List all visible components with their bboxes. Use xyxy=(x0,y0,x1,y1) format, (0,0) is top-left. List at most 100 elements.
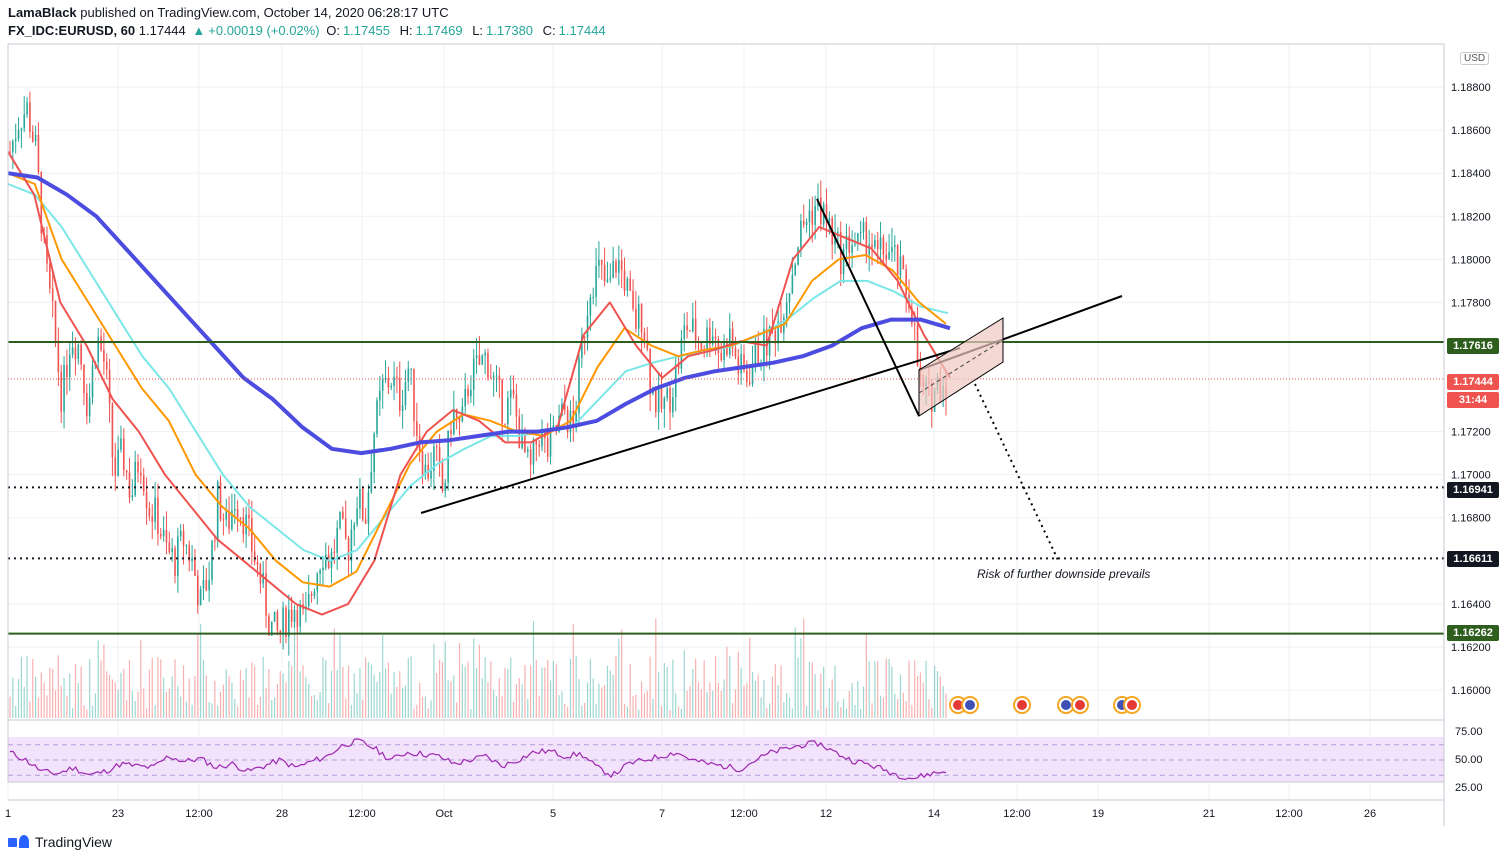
volume-bar xyxy=(32,659,34,718)
volume-bar xyxy=(336,670,338,718)
candle-body xyxy=(88,397,91,417)
volume-bar xyxy=(734,689,737,718)
x-tick-label: 5 xyxy=(550,808,556,820)
volume-bar xyxy=(800,638,802,718)
volume-bar xyxy=(680,708,683,718)
volume-bar xyxy=(282,673,284,718)
last-price-tag: 1.17444 xyxy=(1447,374,1499,390)
volume-bar xyxy=(137,691,139,718)
y-tick-label: 1.16200 xyxy=(1451,642,1491,654)
volume-bar xyxy=(934,665,936,718)
volume-bar xyxy=(194,675,196,718)
candle-body xyxy=(768,326,771,356)
event-flag-icon[interactable] xyxy=(961,696,979,714)
currency-badge[interactable]: USD xyxy=(1460,52,1490,65)
volume-bar xyxy=(805,706,808,718)
symbol-label[interactable]: FX_IDC:EURUSD, 60 xyxy=(8,23,136,38)
volume-bar xyxy=(35,676,37,718)
candle-body xyxy=(268,615,270,636)
candle-body xyxy=(839,231,842,275)
tradingview-logo-icon[interactable] xyxy=(8,835,30,849)
volume-bar xyxy=(219,691,222,718)
volume-bar xyxy=(501,696,503,718)
volume-bar xyxy=(236,706,239,718)
candle-body xyxy=(293,610,296,622)
candle-body xyxy=(108,369,111,404)
x-tick-label: 7 xyxy=(659,808,665,820)
open-value: 1.17455 xyxy=(342,23,390,38)
volume-bar xyxy=(712,690,714,718)
candle-body xyxy=(541,431,543,447)
volume-bar xyxy=(328,703,330,718)
volume-bar xyxy=(390,693,392,718)
candle-body xyxy=(526,449,529,453)
event-flag-icon[interactable] xyxy=(1057,696,1075,714)
candle-body xyxy=(552,425,555,429)
volume-bar xyxy=(663,662,665,718)
event-flag-icon[interactable] xyxy=(1071,696,1089,714)
volume-bar xyxy=(601,687,603,718)
volume-bar xyxy=(860,708,862,718)
level-tag-3: 1.16611 xyxy=(1447,551,1499,567)
candle-body xyxy=(231,510,233,530)
volume-bar xyxy=(40,672,42,718)
candle-body xyxy=(222,519,225,521)
volume-bar xyxy=(504,667,506,718)
volume-bar xyxy=(430,700,432,718)
candle-body xyxy=(879,237,882,249)
volume-bar xyxy=(163,677,165,718)
candle-body xyxy=(288,609,290,637)
rsi-line xyxy=(9,738,947,781)
volume-bar xyxy=(706,691,708,718)
candle-body xyxy=(379,390,381,401)
candle-body xyxy=(128,472,131,498)
candle-body xyxy=(51,288,54,301)
economic-events[interactable] xyxy=(949,696,1141,714)
volume-bar xyxy=(547,660,549,718)
volume-bar xyxy=(108,675,111,718)
volume-bar xyxy=(77,683,79,718)
volume-bar xyxy=(512,701,515,718)
candle-body xyxy=(111,403,114,458)
candle-body xyxy=(754,341,757,366)
candle-body xyxy=(487,352,489,378)
candle-body xyxy=(885,254,888,260)
volume-bar xyxy=(342,666,344,718)
candle-body xyxy=(865,222,868,255)
x-tick-label: 12:00 xyxy=(348,808,376,820)
candle-body xyxy=(478,355,481,365)
price-chart[interactable]: 1.18800 1.18600 1.18400 1.18200 1.18000 1.178… xyxy=(0,0,1507,830)
volume-bar xyxy=(825,707,828,718)
volume-bar xyxy=(791,708,793,718)
candle-body xyxy=(711,336,714,345)
event-flag-icon[interactable] xyxy=(1123,696,1141,714)
volume-bar xyxy=(151,657,153,718)
volume-bar xyxy=(817,709,819,718)
candle-body xyxy=(774,330,777,344)
volume-bar xyxy=(797,657,799,718)
volume-bar xyxy=(493,689,495,718)
volume-bar xyxy=(436,672,438,718)
candle-body xyxy=(800,220,802,248)
candle-body xyxy=(757,341,760,365)
candle-body xyxy=(199,589,202,606)
volume-bar xyxy=(57,655,59,718)
rsi-tick-label: 50.00 xyxy=(1455,754,1483,766)
volume-bar xyxy=(862,686,865,718)
trend-drawings[interactable] xyxy=(420,198,1123,561)
volume-bar xyxy=(558,695,560,718)
candle-body xyxy=(57,340,60,372)
volume-bar xyxy=(572,624,574,718)
author-name[interactable]: LamaBlack xyxy=(8,5,77,20)
volume-bar xyxy=(157,656,159,718)
candle-body xyxy=(780,321,782,333)
candle-body xyxy=(495,375,498,377)
candle-body xyxy=(737,356,740,374)
candle-body xyxy=(635,308,637,329)
brand-name[interactable]: TradingView xyxy=(35,834,113,850)
event-flag-icon[interactable] xyxy=(1013,696,1031,714)
x-tick-label: Oct xyxy=(435,808,452,820)
volume-bar xyxy=(288,660,290,718)
volume-bar xyxy=(729,656,731,718)
x-tick-label: 19 xyxy=(1092,808,1104,820)
